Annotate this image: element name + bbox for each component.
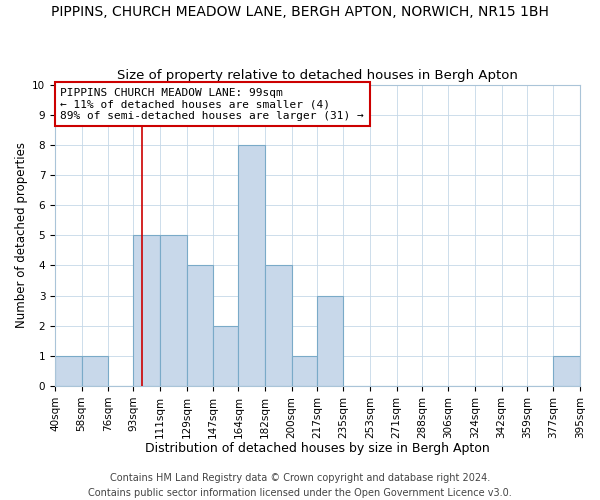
Bar	[133, 236, 160, 386]
Text: Contains HM Land Registry data © Crown copyright and database right 2024.
Contai: Contains HM Land Registry data © Crown c…	[88, 472, 512, 498]
Bar	[55, 356, 82, 386]
X-axis label: Distribution of detached houses by size in Bergh Apton: Distribution of detached houses by size …	[145, 442, 490, 455]
Y-axis label: Number of detached properties: Number of detached properties	[15, 142, 28, 328]
Bar	[82, 356, 108, 386]
Bar	[292, 356, 317, 386]
Bar	[160, 236, 187, 386]
Bar	[238, 145, 265, 386]
Title: Size of property relative to detached houses in Bergh Apton: Size of property relative to detached ho…	[117, 69, 518, 82]
Text: PIPPINS CHURCH MEADOW LANE: 99sqm
← 11% of detached houses are smaller (4)
89% o: PIPPINS CHURCH MEADOW LANE: 99sqm ← 11% …	[60, 88, 364, 121]
Bar	[187, 266, 213, 386]
Bar	[265, 266, 292, 386]
Bar	[213, 326, 238, 386]
Bar	[553, 356, 580, 386]
Bar	[317, 296, 343, 386]
Text: PIPPINS, CHURCH MEADOW LANE, BERGH APTON, NORWICH, NR15 1BH: PIPPINS, CHURCH MEADOW LANE, BERGH APTON…	[51, 5, 549, 19]
